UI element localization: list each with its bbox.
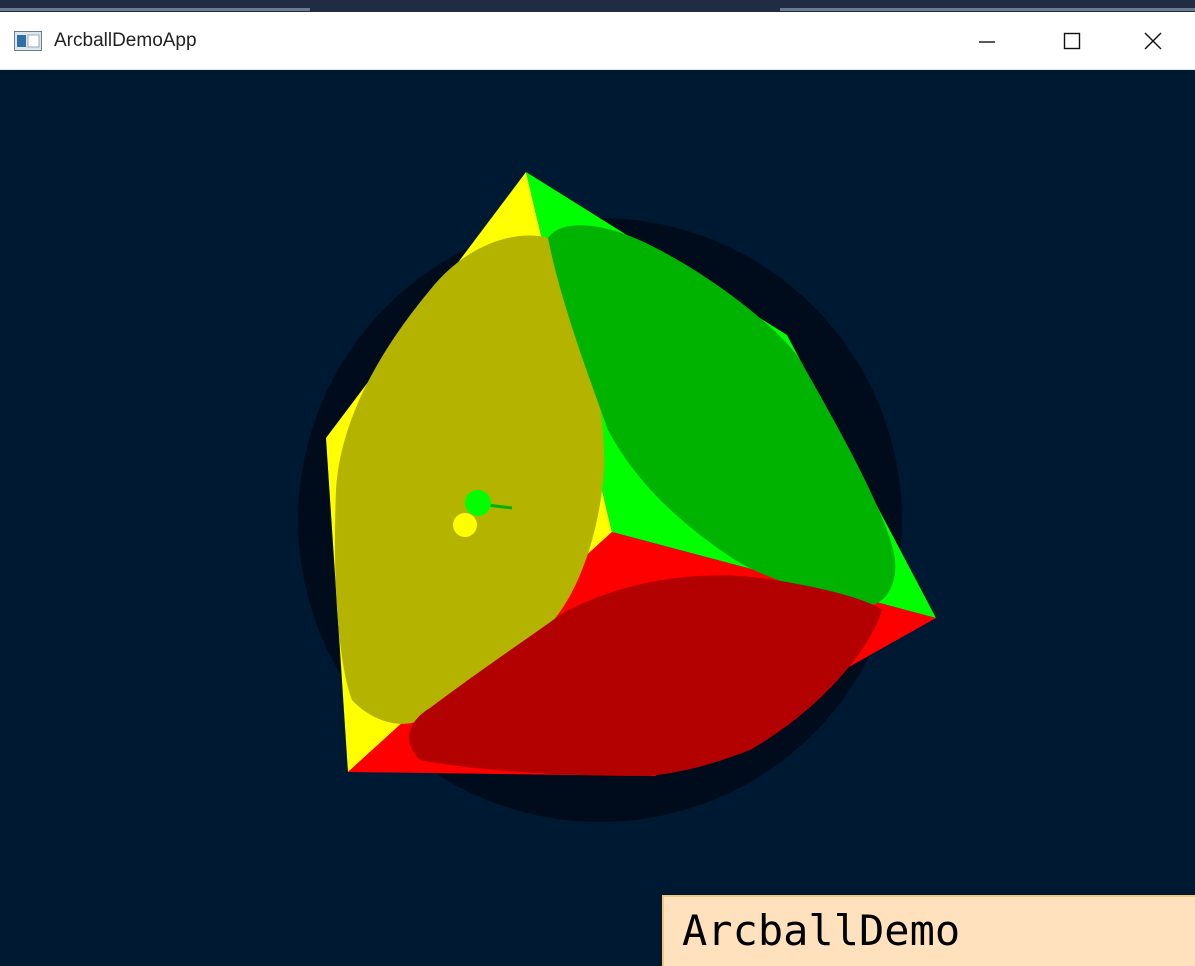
arcball-current-point [465,490,491,516]
window-title: ArcballDemoApp [54,30,197,51]
minimize-button[interactable] [940,12,1034,70]
taskbar-segment-right [780,8,1195,11]
maximize-button[interactable] [1025,12,1119,70]
cube-scene [298,172,936,822]
overlay-label: ArcballDemo [682,906,961,955]
red-face-shaded-region [409,575,882,776]
close-icon [1144,32,1161,50]
green-face-shaded-region [548,225,896,606]
app-window: ArcballDemoApp [0,12,1195,966]
taskbar-segment-left [0,8,310,11]
title-bar[interactable]: ArcballDemoApp [0,12,1195,70]
close-button[interactable] [1110,12,1195,70]
maximize-icon [1063,32,1081,50]
minimize-icon [979,41,995,43]
yellow-face-shaded-region [334,235,605,724]
render-viewport[interactable]: ArcballDemo [0,70,1195,966]
app-window-icon [14,31,42,51]
arcball-start-point [453,513,477,537]
info-overlay-panel: ArcballDemo [662,895,1195,966]
desktop-background-strip [0,0,1195,12]
